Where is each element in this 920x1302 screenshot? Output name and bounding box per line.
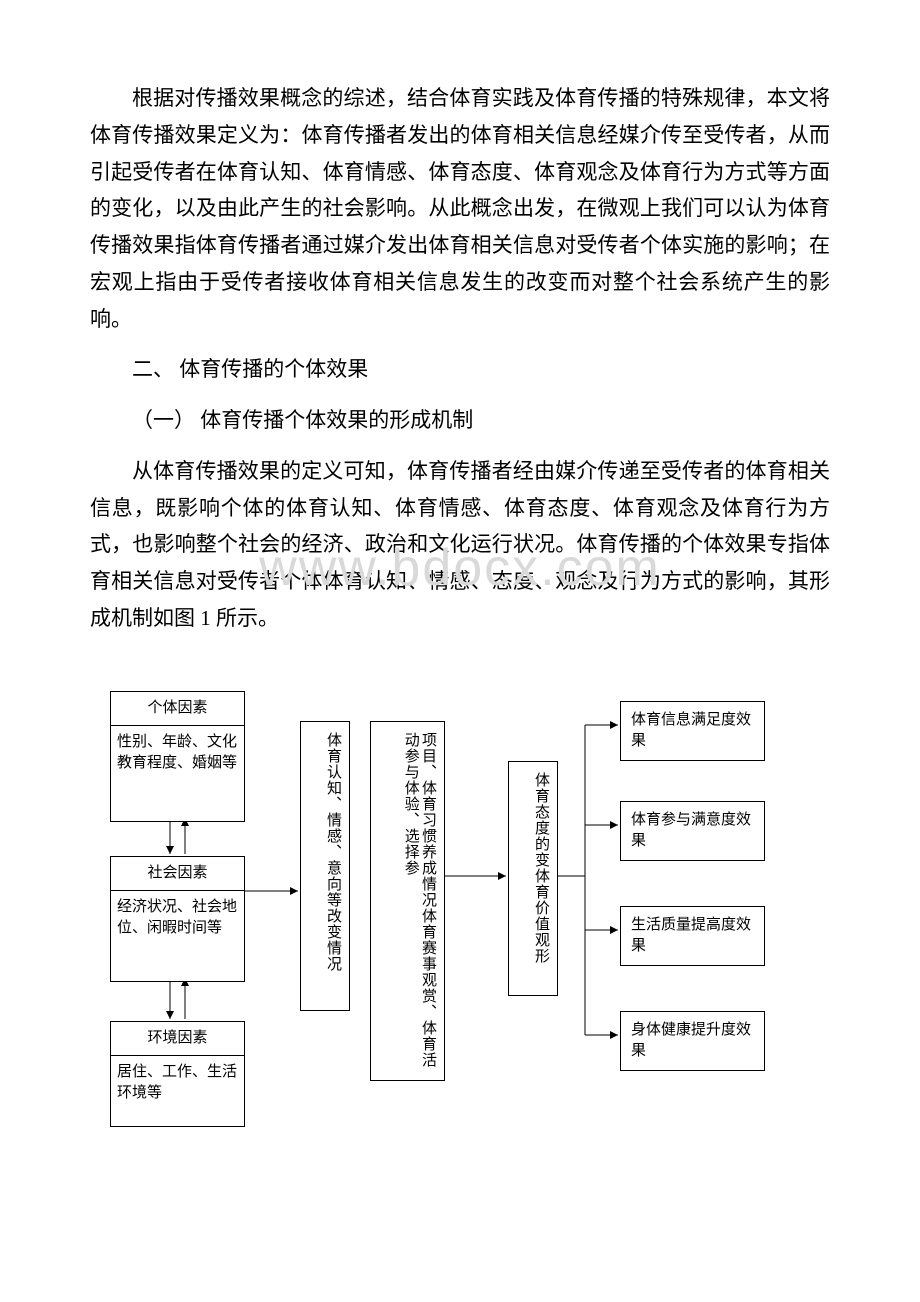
factor-box-environment: 环境因素 居住、工作、生活环境等 xyxy=(110,1021,245,1127)
factor-title: 环境因素 xyxy=(111,1022,244,1056)
document-page: 根据对传播效果概念的综述，结合体育实践及体育传播的特殊规律，本文将体育传播效果定… xyxy=(0,0,920,691)
paragraph-mechanism: 从体育传播效果的定义可知，体育传播者经由媒介传递至受传者的体育相关信息，既影响个… xyxy=(90,453,830,637)
paragraph-intro: 根据对传播效果概念的综述，结合体育实践及体育传播的特殊规律，本文将体育传播效果定… xyxy=(90,80,830,337)
factor-box-social: 社会因素 经济状况、社会地位、闲暇时间等 xyxy=(110,856,245,982)
factor-box-individual: 个体因素 性别、年龄、文化教育程度、婚姻等 xyxy=(110,691,245,822)
output-box-info-satisfaction: 体育信息满足度效果 xyxy=(620,701,765,761)
heading-subsection-1: （一） 体育传播个体效果的形成机制 xyxy=(90,402,830,439)
mid-box-attitude: 体育态度的变体育价值观形 xyxy=(508,761,558,996)
mid-box-cognition: 体育认知、情感、意向等改变情况 xyxy=(300,721,350,1011)
mechanism-diagram: 个体因素 性别、年龄、文化教育程度、婚姻等 社会因素 经济状况、社会地位、闲暇时… xyxy=(90,691,830,1141)
factor-body: 经济状况、社会地位、闲暇时间等 xyxy=(111,891,244,981)
output-box-health: 身体健康提升度效果 xyxy=(620,1011,765,1071)
output-box-participation-satisfaction: 体育参与满意度效果 xyxy=(620,801,765,861)
mid-box-participation: 项目、体育习惯养成情况体育赛事观赏、体育活动参与体验、选择参 xyxy=(370,721,445,1081)
heading-section-2: 二、 体育传播的个体效果 xyxy=(90,351,830,388)
factor-body: 性别、年龄、文化教育程度、婚姻等 xyxy=(111,726,244,821)
factor-body: 居住、工作、生活环境等 xyxy=(111,1056,244,1126)
factor-title: 社会因素 xyxy=(111,857,244,891)
factor-title: 个体因素 xyxy=(111,692,244,726)
output-box-life-quality: 生活质量提高度效果 xyxy=(620,906,765,966)
